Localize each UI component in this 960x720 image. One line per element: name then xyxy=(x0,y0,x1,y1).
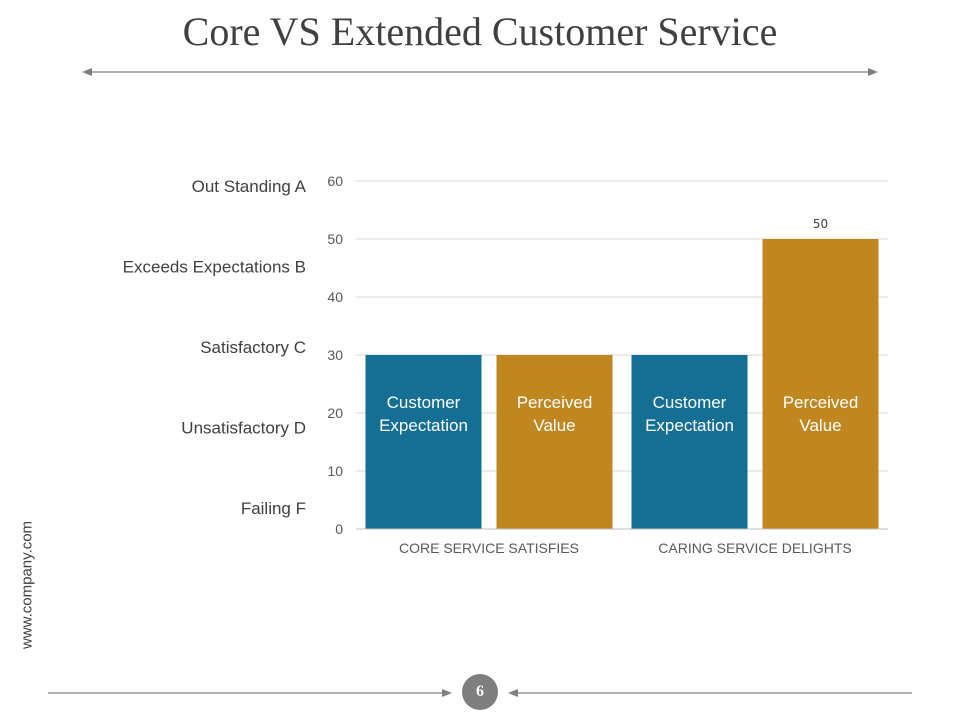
title-divider-arrow xyxy=(82,68,878,76)
bar-label: Perceived xyxy=(517,393,593,412)
bar-chart: 0 10 20 30 40 50 60 Out Standing A Exceeds Expec… xyxy=(123,173,888,556)
rating-label: Satisfactory C xyxy=(200,338,306,357)
x-category-label: CARING SERVICE DELIGHTS xyxy=(658,540,851,556)
bar xyxy=(631,355,748,529)
bar xyxy=(762,239,879,529)
bar-label: Perceived xyxy=(783,393,859,412)
rating-label: Out Standing A xyxy=(192,177,307,196)
footer-arrows xyxy=(48,689,912,697)
page-title: Core VS Extended Customer Service xyxy=(182,9,778,54)
bar-label: Value xyxy=(799,416,841,435)
bar-label: Customer xyxy=(653,393,727,412)
y-tick-label: 10 xyxy=(327,463,343,479)
y-tick-label: 0 xyxy=(335,521,343,537)
y-tick-label: 30 xyxy=(327,347,343,363)
rating-label: Failing F xyxy=(241,499,306,518)
bar-label: Expectation xyxy=(379,416,468,435)
website-url: www.company.com xyxy=(18,520,36,650)
y-tick-label: 40 xyxy=(327,289,343,305)
bar xyxy=(365,355,482,529)
bar-label: Expectation xyxy=(645,416,734,435)
y-tick-label: 50 xyxy=(327,231,343,247)
data-label: 50 xyxy=(813,217,828,231)
page-number: 6 xyxy=(462,674,498,710)
y-tick-label: 20 xyxy=(327,405,343,421)
bar xyxy=(496,355,613,529)
x-category-label: CORE SERVICE SATISFIES xyxy=(399,540,579,556)
bar-label: Customer xyxy=(387,393,461,412)
rating-label: Exceeds Expectations B xyxy=(123,258,306,277)
bar-label: Value xyxy=(533,416,575,435)
y-tick-label: 60 xyxy=(327,173,343,189)
rating-label: Unsatisfactory D xyxy=(181,419,306,438)
